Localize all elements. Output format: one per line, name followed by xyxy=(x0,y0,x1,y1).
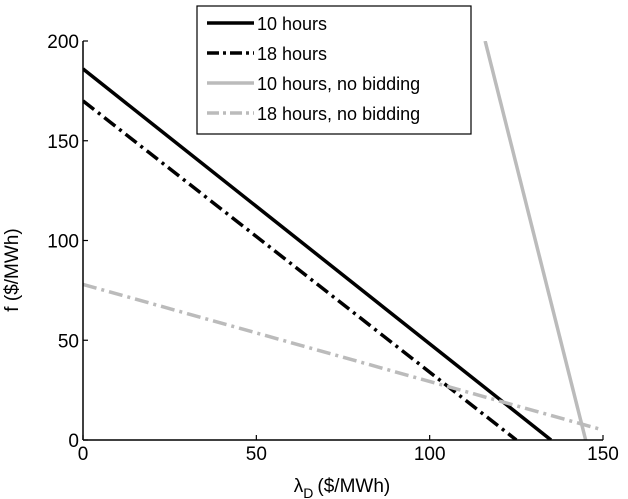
legend-label-18-hours: 18 hours xyxy=(257,44,327,64)
legend-box xyxy=(196,5,472,135)
legend-label-18-hours-no-bidding: 18 hours, no bidding xyxy=(257,104,420,124)
legend: 10 hours 18 hours 10 hours, no bidding 18 h… xyxy=(196,5,472,135)
series-line-18-hours xyxy=(83,99,518,440)
x-axis-label-symbol: λ xyxy=(294,476,304,497)
x-tick-label: 50 xyxy=(246,444,267,465)
plot-lines xyxy=(83,41,603,440)
y-tick-label: 0 xyxy=(68,431,79,452)
x-axis-label: λD ($/MWh) xyxy=(294,476,390,499)
legend-label-10-hours: 10 hours xyxy=(257,14,327,34)
x-tick-label: 100 xyxy=(414,444,446,465)
y-axis-label: f ($/MWh) xyxy=(2,228,23,311)
x-axis-label-unit: ($/MWh) xyxy=(317,476,390,497)
y-tick-label: 50 xyxy=(58,331,79,352)
y-tick-label: 100 xyxy=(47,232,79,253)
x-tick-label: 0 xyxy=(78,444,89,465)
series-line-10-hours xyxy=(83,67,553,440)
x-axis-label-subscript: D xyxy=(303,485,313,499)
x-tick-label: 150 xyxy=(587,444,619,465)
legend-label-10-hours-no-bidding: 10 hours, no bidding xyxy=(257,74,420,94)
series-line-10-hours-no-bidding xyxy=(483,41,588,440)
series-line-18-hours-no-bidding xyxy=(83,282,603,432)
ticks: 0 50 100 150 0 50 100 150 200 xyxy=(47,32,619,465)
y-tick-label: 200 xyxy=(47,32,79,53)
y-tick-label: 150 xyxy=(47,132,79,153)
